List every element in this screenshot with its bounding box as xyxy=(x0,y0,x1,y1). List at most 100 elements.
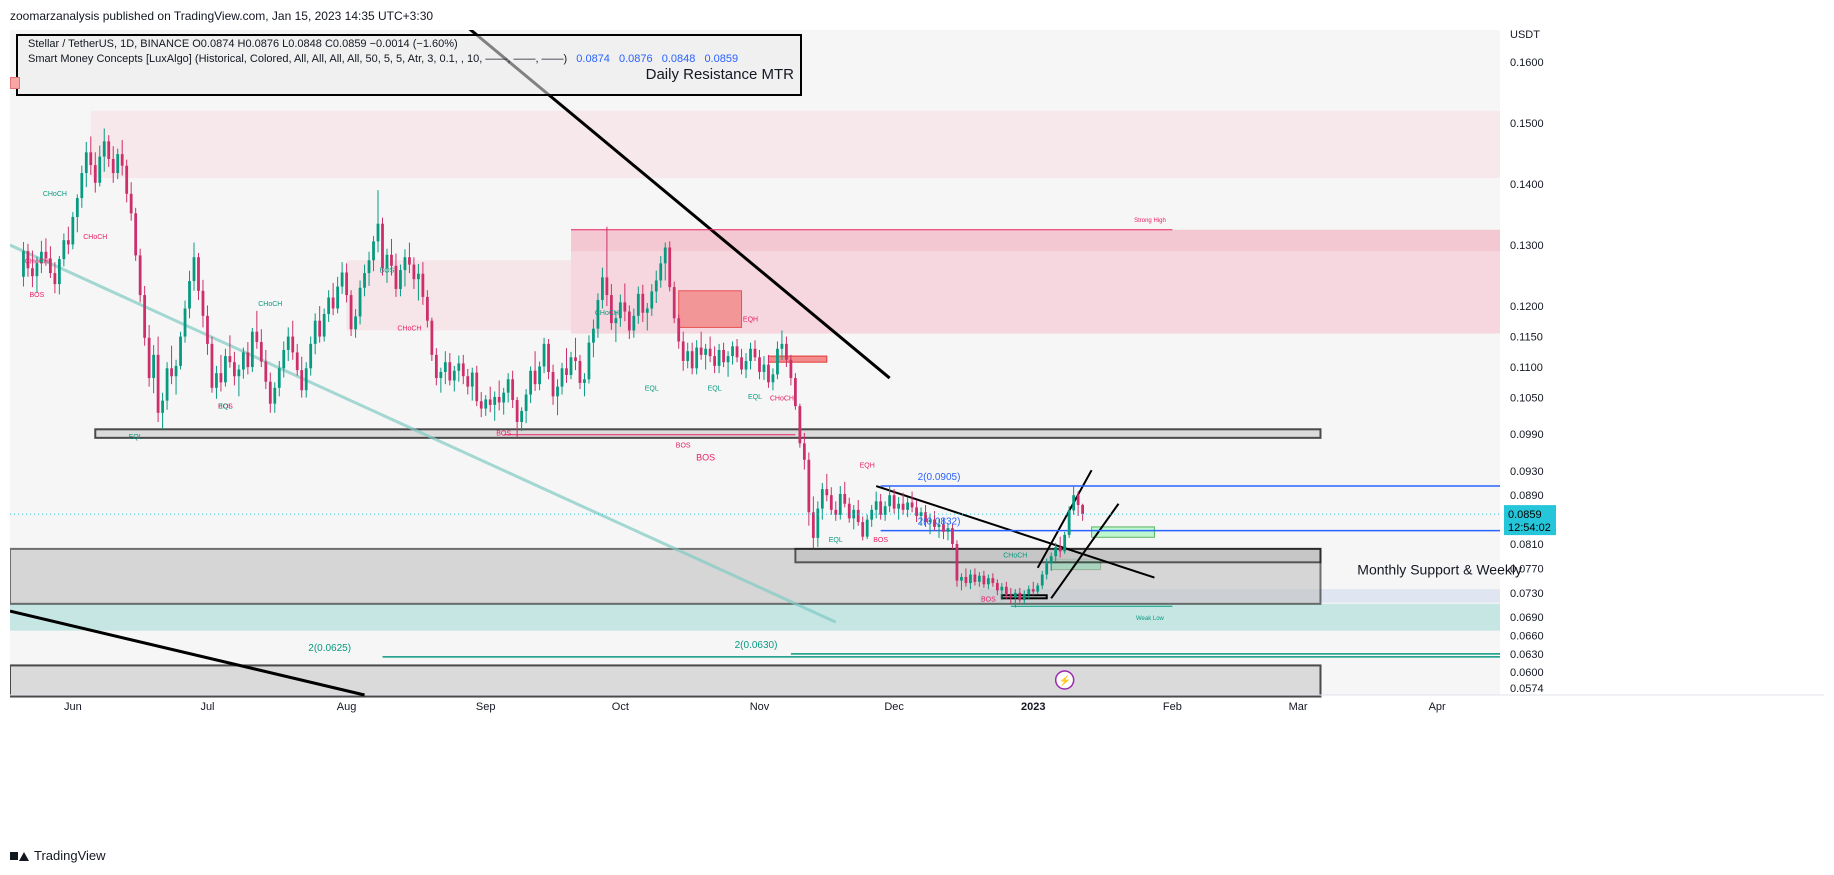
candle-body[interactable] xyxy=(632,315,636,331)
chart-area[interactable]: 0.1600 0.1500 0.1400 0.1300 0.1200 0.1150 0.11… xyxy=(10,30,1824,840)
candle-body[interactable] xyxy=(1040,574,1044,586)
candle-body[interactable] xyxy=(156,354,160,413)
candle-body[interactable] xyxy=(291,336,295,353)
candle-body[interactable] xyxy=(627,311,631,331)
candle-body[interactable] xyxy=(816,508,820,538)
candle-body[interactable] xyxy=(62,240,66,260)
candle-body[interactable] xyxy=(340,272,344,287)
candle-body[interactable] xyxy=(933,519,936,527)
candle-body[interactable] xyxy=(677,318,681,342)
candle-body[interactable] xyxy=(650,291,654,309)
candle-body[interactable] xyxy=(583,379,586,383)
candle-body[interactable] xyxy=(924,512,927,523)
candle-body[interactable] xyxy=(470,372,474,387)
candle-body[interactable] xyxy=(300,370,304,391)
candle-body[interactable] xyxy=(35,263,39,277)
candle-body[interactable] xyxy=(219,373,223,383)
candle-body[interactable] xyxy=(273,387,277,404)
candle-body[interactable] xyxy=(125,165,129,194)
candle-body[interactable] xyxy=(439,371,443,379)
candle-body[interactable] xyxy=(165,368,169,401)
candle-body[interactable] xyxy=(713,356,716,366)
flash-icon[interactable] xyxy=(1054,670,1075,690)
candle-body[interactable] xyxy=(434,354,438,379)
candle-body[interactable] xyxy=(22,251,25,277)
candle-body[interactable] xyxy=(354,316,357,330)
candle-body[interactable] xyxy=(838,493,842,515)
candle-body[interactable] xyxy=(228,356,232,363)
candle-body[interactable] xyxy=(771,374,775,383)
candle-body[interactable] xyxy=(425,296,429,321)
candle-body[interactable] xyxy=(390,254,393,266)
candle-body[interactable] xyxy=(1031,589,1035,592)
candle-body[interactable] xyxy=(960,576,963,581)
candle-body[interactable] xyxy=(874,501,878,510)
candle-body[interactable] xyxy=(722,349,725,363)
candle-body[interactable] xyxy=(776,348,779,375)
candle-body[interactable] xyxy=(461,363,465,377)
candle-body[interactable] xyxy=(865,519,869,537)
candle-body[interactable] xyxy=(282,349,286,369)
candle-body[interactable] xyxy=(542,343,546,367)
candle-body[interactable] xyxy=(533,370,537,385)
candle-body[interactable] xyxy=(753,348,757,358)
indicator-legend[interactable]: Smart Money Concepts [LuxAlgo] (Historic… xyxy=(28,53,738,65)
candle-body[interactable] xyxy=(811,512,815,538)
candle-body[interactable] xyxy=(443,362,447,372)
candle-body[interactable] xyxy=(44,251,48,259)
candle-body[interactable] xyxy=(681,341,685,361)
candle-body[interactable] xyxy=(421,273,425,297)
candle-body[interactable] xyxy=(452,370,456,381)
candle-body[interactable] xyxy=(982,575,986,585)
candle-body[interactable] xyxy=(336,286,340,309)
candle-body[interactable] xyxy=(695,347,699,369)
candle-body[interactable] xyxy=(241,352,245,370)
candle-body[interactable] xyxy=(174,365,178,377)
candle-body[interactable] xyxy=(762,364,766,372)
candle-body[interactable] xyxy=(520,410,524,422)
candle-body[interactable] xyxy=(946,528,950,532)
candle-body[interactable] xyxy=(538,366,541,385)
candle-body[interactable] xyxy=(636,293,640,316)
candle-body[interactable] xyxy=(1036,585,1040,592)
candle-body[interactable] xyxy=(201,290,205,316)
candle-body[interactable] xyxy=(942,524,945,532)
candle-body[interactable] xyxy=(973,574,977,582)
candle-body[interactable] xyxy=(129,193,133,214)
candle-body[interactable] xyxy=(601,277,604,300)
candle-body[interactable] xyxy=(605,277,609,296)
candle-body[interactable] xyxy=(49,258,52,274)
candle-body[interactable] xyxy=(592,328,595,343)
candle-body[interactable] xyxy=(255,331,259,343)
candle-body[interactable] xyxy=(488,399,492,405)
candle-body[interactable] xyxy=(111,159,115,174)
candle-body[interactable] xyxy=(780,343,784,349)
candle-body[interactable] xyxy=(704,348,708,355)
candle-body[interactable] xyxy=(641,293,645,313)
candle-body[interactable] xyxy=(138,255,142,296)
candle-body[interactable] xyxy=(991,578,995,584)
candle-body[interactable] xyxy=(834,509,838,515)
candle-body[interactable] xyxy=(66,240,70,245)
candle-body[interactable] xyxy=(466,376,470,387)
candle-body[interactable] xyxy=(183,308,187,337)
candle-body[interactable] xyxy=(915,507,918,516)
candle-body[interactable] xyxy=(802,443,806,460)
candle-body[interactable] xyxy=(89,152,93,166)
candle-body[interactable] xyxy=(403,257,407,271)
candle-body[interactable] xyxy=(408,257,411,265)
candle-body[interactable] xyxy=(856,509,860,523)
candle-body[interactable] xyxy=(524,394,528,411)
candle-body[interactable] xyxy=(116,154,120,174)
candle-body[interactable] xyxy=(951,528,954,545)
candle-body[interactable] xyxy=(1072,495,1076,511)
candle-body[interactable] xyxy=(749,348,752,361)
candle-body[interactable] xyxy=(726,356,730,363)
candle-body[interactable] xyxy=(345,272,348,296)
price-chart[interactable]: 0.1600 0.1500 0.1400 0.1300 0.1200 0.1150 0.11… xyxy=(10,30,1824,840)
candle-body[interactable] xyxy=(551,371,555,397)
candle-body[interactable] xyxy=(1063,534,1067,552)
candle-body[interactable] xyxy=(897,503,901,509)
candle-body[interactable] xyxy=(820,489,824,509)
candle-body[interactable] xyxy=(179,336,182,366)
